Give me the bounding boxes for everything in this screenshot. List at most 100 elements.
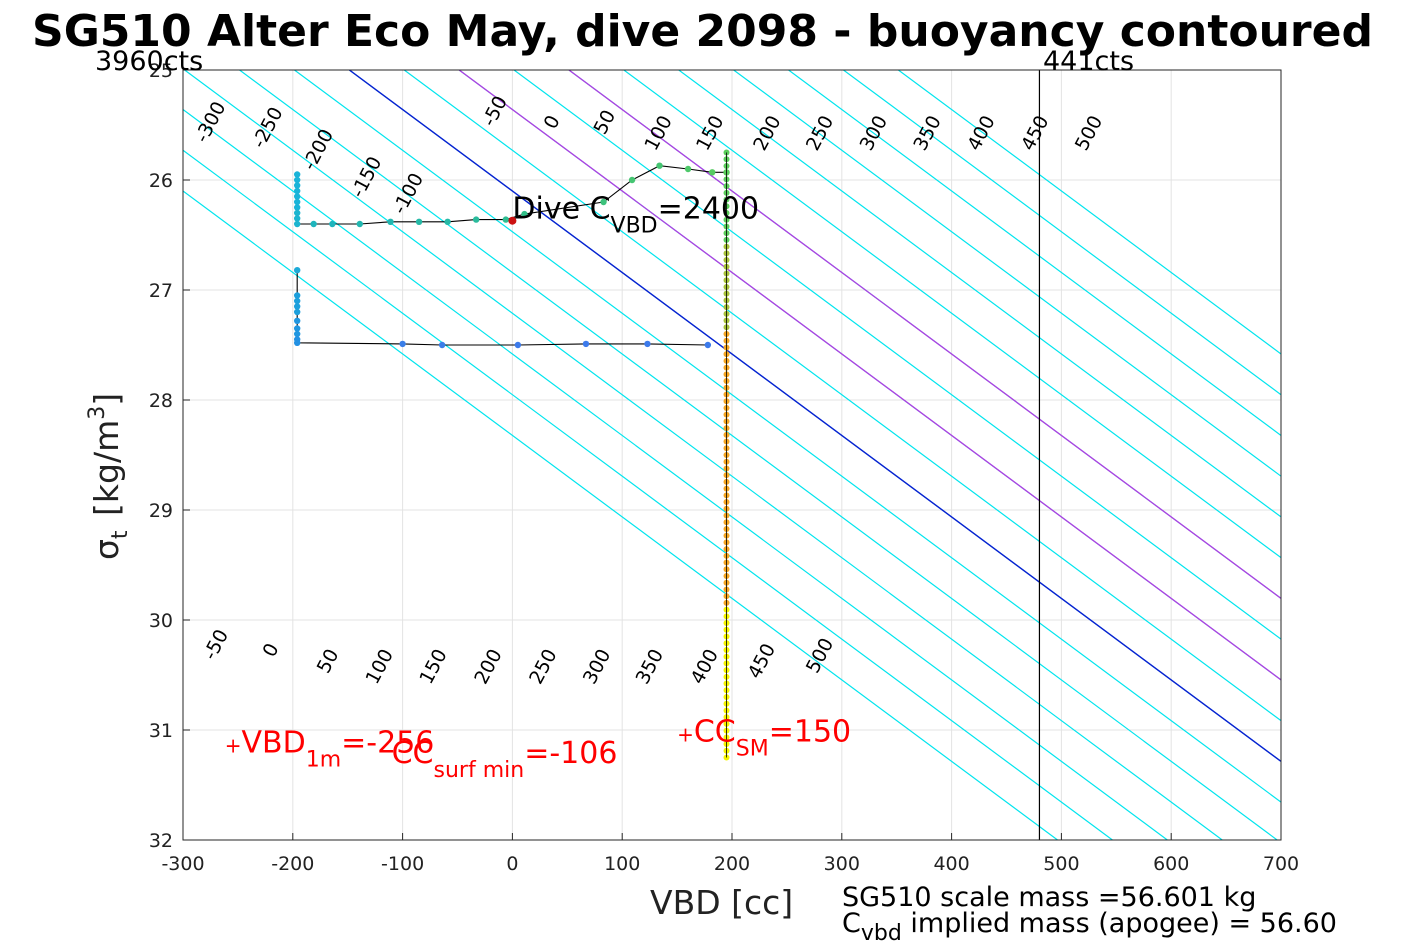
data-point <box>356 220 363 228</box>
contour-label: 400 <box>963 112 999 154</box>
data-point <box>521 210 528 218</box>
contour-label: -100 <box>388 169 428 217</box>
contour-label: -250 <box>248 103 288 151</box>
x-tick-label: 200 <box>714 853 750 875</box>
data-point <box>600 198 607 206</box>
contour-line <box>183 190 1058 840</box>
data-point <box>329 220 336 228</box>
data-point <box>310 220 317 228</box>
contour-line <box>183 149 1113 840</box>
data-point <box>293 317 301 324</box>
footer-scale-mass: SG510 scale mass =56.601 kg <box>842 882 1256 913</box>
data-point <box>293 171 301 178</box>
data-point <box>387 218 394 225</box>
contour-line <box>513 70 1281 640</box>
footer-implied-mass: Cvbd implied mass (apogee) = 56.60 <box>842 908 1337 945</box>
contour-label: 450 <box>744 640 780 682</box>
y-axis-label: σt [kg/m3] <box>85 393 133 560</box>
contour-label: 300 <box>579 646 615 688</box>
contour-label: 500 <box>802 635 838 677</box>
data-point <box>684 165 692 173</box>
data-series <box>293 149 730 761</box>
contour-label: 250 <box>525 646 561 688</box>
contour-label: 200 <box>749 112 785 154</box>
data-point <box>293 330 301 338</box>
data-point <box>293 297 301 305</box>
data-point <box>293 182 301 189</box>
data-point <box>293 267 301 274</box>
data-point <box>399 340 406 348</box>
annotation-cc-sm: +CCSM=150 <box>677 715 851 762</box>
x-tick-label: 500 <box>1043 853 1079 875</box>
x-tick-label: 600 <box>1153 853 1189 875</box>
data-point <box>644 340 651 348</box>
y-tick-label: 26 <box>149 170 173 192</box>
contour-line <box>294 70 1281 803</box>
x-tick-label: 400 <box>933 853 969 875</box>
y-label-close: ] <box>87 393 126 406</box>
corner-label-left: 3960cts <box>95 46 203 77</box>
data-point <box>293 187 301 195</box>
footer-tail: implied mass (apogee) = 56.60 <box>902 908 1337 939</box>
y-tick-label: 30 <box>149 610 173 632</box>
contour-line <box>184 70 1223 840</box>
data-point <box>293 292 301 299</box>
x-axis-label: VBD [cc] <box>650 883 793 922</box>
contour-label: 450 <box>1017 112 1053 154</box>
y-tick-label: 32 <box>149 830 173 852</box>
footer-c: C <box>842 908 861 939</box>
contour-label: -200 <box>298 125 338 173</box>
chart-title: SG510 Alter Eco May, dive 2098 - buoyanc… <box>32 6 1373 57</box>
contour-label: 500 <box>1071 112 1107 154</box>
contour-line <box>623 70 1281 559</box>
contour-label: 400 <box>687 646 723 688</box>
data-point <box>415 218 423 225</box>
contour-line <box>897 70 1281 355</box>
data-point <box>628 176 636 184</box>
data-point <box>472 216 480 223</box>
contour-line <box>183 108 1168 840</box>
contour-label: 100 <box>640 112 676 154</box>
contour-label: -50 <box>478 92 512 130</box>
x-tick-label: -100 <box>381 853 424 875</box>
contour-label: 350 <box>632 646 668 688</box>
data-point <box>502 216 510 223</box>
annotation-dive-cvbd: Dive CVBD=2400 <box>512 192 759 239</box>
contour-line <box>458 70 1281 681</box>
contour-label: 150 <box>415 646 451 688</box>
contour-line-purple <box>568 70 1281 600</box>
y-tick-label: 31 <box>149 720 173 742</box>
data-point <box>293 325 301 332</box>
contour-label: 100 <box>362 646 398 688</box>
data-point <box>293 308 301 316</box>
contour-label: 300 <box>856 112 892 154</box>
contour-line <box>239 70 1278 840</box>
contour-label: -150 <box>347 153 387 201</box>
data-point <box>656 162 663 169</box>
data-point <box>293 198 301 206</box>
data-point <box>293 204 301 211</box>
data-point <box>293 193 301 200</box>
footer-c-sub: vbd <box>861 921 902 945</box>
annotation-vbd-1m: +VBD1m=-256 <box>225 726 435 773</box>
y-tick-label: 29 <box>149 500 173 522</box>
contour-label: 0 <box>540 112 565 133</box>
contour-label: 200 <box>470 646 506 688</box>
data-point <box>444 218 451 225</box>
contour-label: 50 <box>313 645 344 677</box>
contour-line <box>788 70 1281 437</box>
buoyancy-contours <box>183 70 1281 840</box>
contour-label: 150 <box>692 112 728 154</box>
data-point <box>438 341 446 349</box>
y-label-sup: 3 <box>85 406 110 420</box>
y-tick-label: 25 <box>149 60 173 82</box>
contour-label: 0 <box>258 640 283 661</box>
x-tick-label: 100 <box>604 853 640 875</box>
data-point <box>293 220 301 228</box>
data-point <box>293 303 301 310</box>
contour-line <box>733 70 1281 477</box>
x-tick-label: 0 <box>506 853 518 875</box>
x-tick-label: 700 <box>1263 853 1299 875</box>
dive-marker <box>508 216 517 225</box>
